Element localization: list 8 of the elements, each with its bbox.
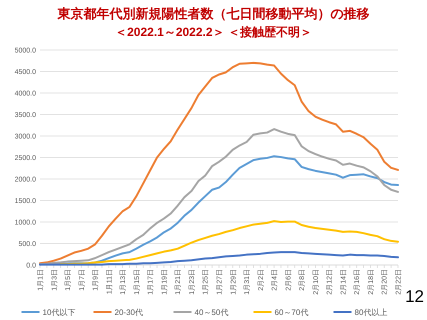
legend-label: 60～70代 [274,308,308,317]
annotation: 12 [405,287,424,306]
legend-label: 80代以上 [354,308,388,317]
legend-label: 20-30代 [114,308,143,317]
subtitle: ＜2022.1～2022.2＞ ＜接触歴不明＞ [115,25,312,39]
title: 東京都年代別新規陽性者数（七日間移動平均）の推移 [58,6,370,21]
legend-label: 40～50代 [194,308,228,317]
legend-label: 10代以下 [42,308,76,317]
